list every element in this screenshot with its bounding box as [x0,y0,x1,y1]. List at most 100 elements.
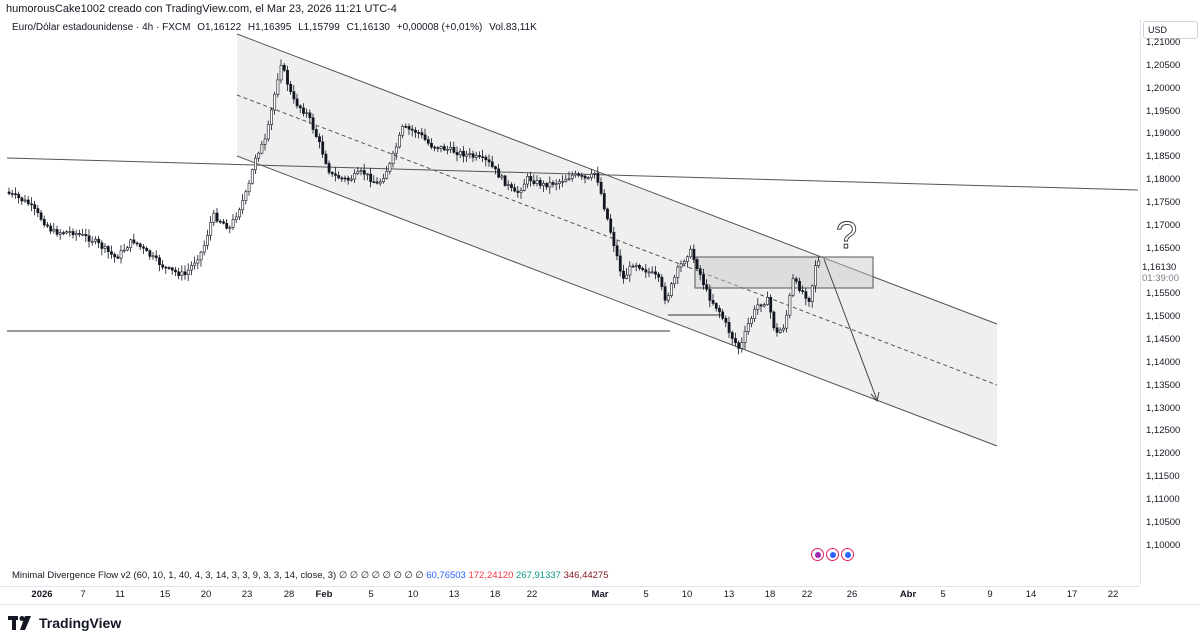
price-tick-label: 1,10000 [1146,539,1181,551]
candle-body [743,331,747,343]
candle-body [148,250,152,257]
candle-body [212,212,216,223]
candle-body [426,139,430,144]
candle-body [545,183,549,188]
candle-body [68,231,72,233]
candle-body [548,182,552,188]
candle-body [641,267,645,270]
time-tick-label: 5 [368,589,374,600]
symbol-name[interactable]: Euro/Dólar estadounidense · 4h · FXCM [12,22,191,33]
time-tick-label: 9 [987,589,993,600]
candle-body [206,235,209,246]
candle-body [394,146,398,154]
candle-body [458,150,462,156]
candle-body [276,79,280,95]
indicator-value-4: 346,44275 [563,570,609,581]
candle-body [145,247,149,251]
change-value: +0,00008 (+0,01%) [396,22,483,33]
time-axis[interactable] [0,586,1140,605]
candle-body [167,267,171,269]
candle-body [353,173,357,180]
candle-body [391,152,395,164]
candle-body [164,266,168,269]
candle-body [30,203,33,206]
candle-body [334,173,337,176]
event-badges[interactable] [811,548,854,561]
candle-body [593,172,597,175]
candle-body [452,147,456,153]
tradingview-wordmark: TradingView [39,615,122,631]
candle-body [478,155,481,157]
candle-body [670,283,673,296]
candle-body [420,132,424,136]
economic-event-icon[interactable] [841,548,854,561]
time-tick-label: 7 [80,589,86,600]
candle-body [410,128,414,131]
candle-body [647,271,651,274]
candle-body [583,175,587,179]
time-tick-label: 13 [448,589,460,600]
candle-body [682,261,686,265]
indicator-legend[interactable]: Minimal Divergence Flow v2 (60, 10, 1, 4… [12,570,609,581]
candle-body [721,311,725,319]
candle-body [740,342,744,349]
candle-body [510,184,513,188]
candle-body [84,234,88,237]
candle-body [449,147,453,150]
time-tick-label: Feb [315,589,333,600]
time-tick-label: 22 [801,589,813,600]
candle-body [36,208,40,214]
candle-body [500,175,504,178]
candle-body [673,277,677,285]
channel-upper-line[interactable] [236,33,998,325]
tradingview-logo[interactable]: TradingView [8,615,121,631]
price-chart[interactable]: ? [0,0,1140,586]
time-tick-label: 28 [283,589,295,600]
candle-body [407,126,411,130]
candle-body [561,180,565,183]
candle-body [590,173,593,178]
candle-body [474,155,478,158]
candle-body [516,190,520,193]
candle-body [378,181,382,184]
candle-body [753,309,757,319]
candle-body [337,175,341,179]
candle-body [10,193,14,195]
channel-lower-line[interactable] [236,155,998,447]
flash-event-icon[interactable] [811,548,824,561]
candle-body [282,65,286,71]
economic-event-icon[interactable] [826,548,839,561]
question-mark-annotation[interactable]: ? [836,215,858,258]
indicator-value-1: 60,76503 [426,570,466,581]
candle-body [106,246,110,252]
projection-arrow-line[interactable] [823,258,878,401]
candle-body [180,271,184,276]
candle-body [151,255,155,258]
candle-body [26,199,30,205]
indicator-value-3: 267,91337 [516,570,561,581]
supply-zone-rect[interactable] [694,256,874,289]
time-tick-label: 18 [764,589,776,600]
candle-body [769,296,773,313]
candle-body [497,168,501,178]
candle-body [154,255,158,259]
candle-body [238,209,241,218]
candle-body [14,193,17,195]
candle-body [750,318,753,324]
currency-selector[interactable]: USD [1143,21,1198,39]
candle-body [20,197,24,202]
candle-body [375,181,379,184]
candle-body [817,260,821,266]
candle-body [100,242,104,249]
channel-mid-line[interactable] [236,94,998,386]
time-tick-label: 18 [489,589,501,600]
candle-body [689,248,693,258]
indicator-name[interactable]: Minimal Divergence Flow v2 (60, 10, 1, 4… [12,570,337,581]
candle-body [330,172,334,175]
candle-body [42,219,46,226]
candle-body [372,181,376,184]
candle-body [798,280,801,291]
candle-body [676,266,680,278]
price-axis[interactable] [1140,20,1200,585]
candle-body [702,274,705,286]
